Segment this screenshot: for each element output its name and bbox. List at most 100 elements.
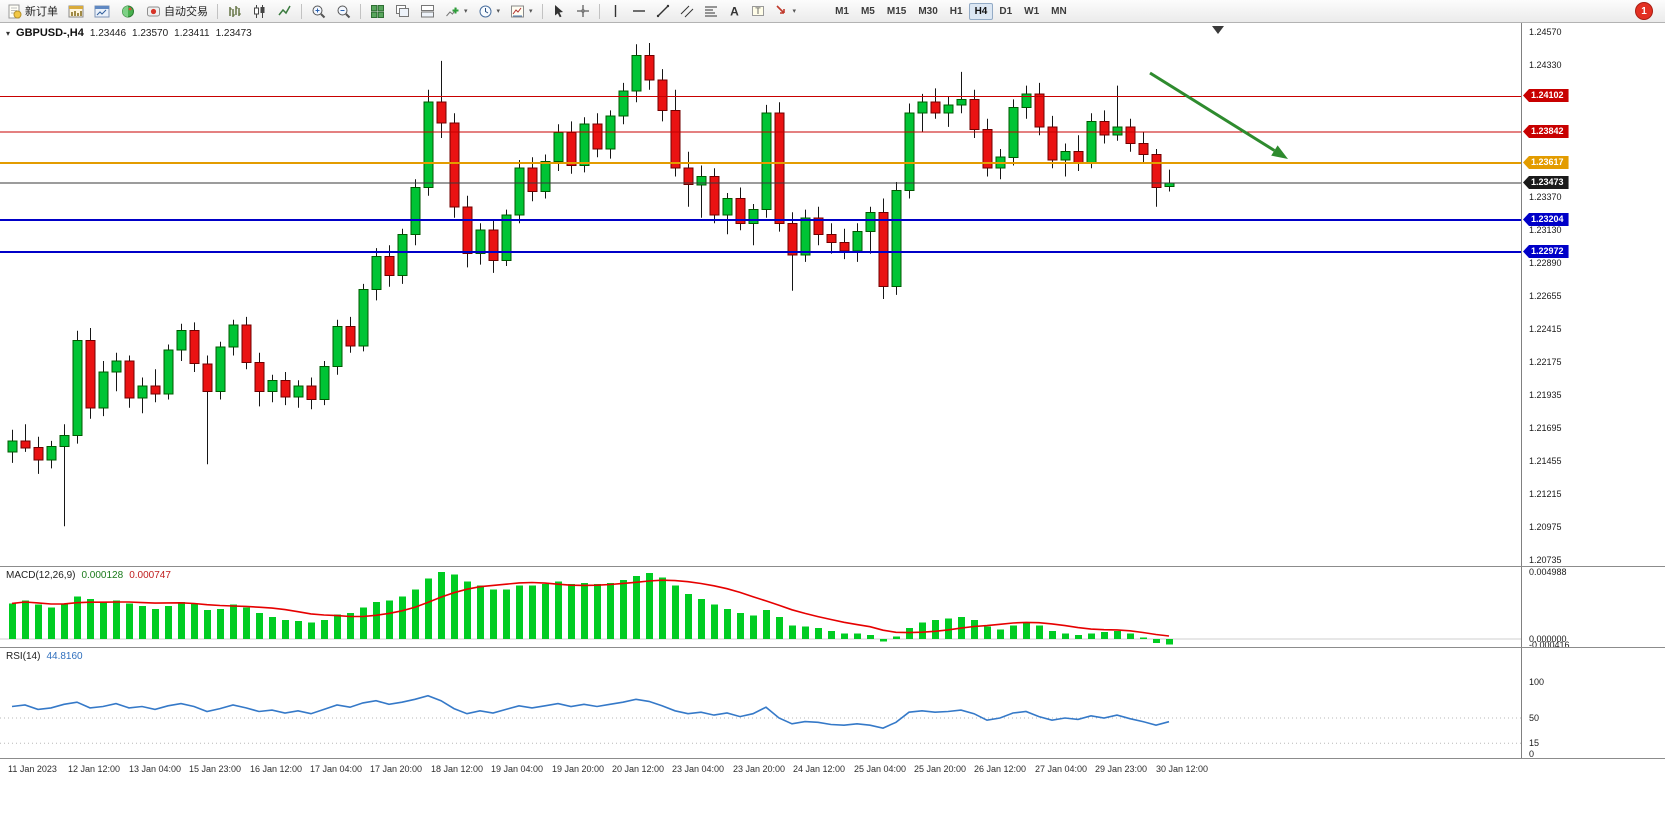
candle-up	[111, 360, 122, 373]
panel-separator[interactable]	[0, 647, 1665, 648]
candle-up	[215, 346, 226, 392]
macd-bar	[22, 600, 29, 639]
timeframe-m15[interactable]: M15	[886, 5, 907, 17]
arrow-object-head[interactable]	[1271, 145, 1288, 159]
horizontal-line-button[interactable]	[628, 1, 650, 21]
candle-up	[1164, 182, 1175, 188]
zoom-in-button[interactable]	[307, 1, 330, 21]
templates-button[interactable]: ▾	[506, 1, 537, 21]
candle-down	[566, 132, 577, 166]
macd-bar	[269, 617, 276, 640]
candlestick-plot[interactable]	[0, 23, 1521, 566]
line-chart-button[interactable]	[273, 1, 296, 21]
rsi-name: RSI(14)	[6, 651, 41, 662]
candle-up	[163, 349, 174, 395]
arrange-windows-button[interactable]	[416, 1, 439, 21]
new-order-button[interactable]: 新订单	[3, 1, 62, 21]
chart-windows-button[interactable]	[64, 1, 88, 21]
candle-up	[176, 330, 187, 351]
macd-bar	[139, 606, 146, 639]
one-click-trading-toggle[interactable]: ▾	[6, 29, 11, 38]
crosshair-icon	[576, 5, 589, 17]
indicator-tick: 50	[1529, 713, 1540, 723]
candle-up	[423, 101, 434, 189]
cascade-windows-button[interactable]	[391, 1, 414, 21]
toolbar-separator	[541, 3, 543, 19]
macd-bar	[243, 607, 250, 640]
panel-separator	[0, 758, 1665, 759]
chevron-down-icon: ▾	[496, 8, 501, 15]
fibonacci-button[interactable]	[700, 1, 722, 21]
macd-bar	[321, 619, 328, 639]
text-button[interactable]: A	[724, 1, 745, 21]
candlestick-chart-button[interactable]	[248, 1, 271, 21]
indicators-button[interactable]: ▾	[441, 1, 472, 21]
toolbar-separator	[598, 3, 600, 19]
horizontal-line-icon	[632, 10, 645, 12]
candle-down	[1138, 143, 1149, 155]
trendline-button[interactable]	[652, 1, 674, 21]
macd-bar	[854, 633, 861, 640]
timeframe-m5[interactable]: M5	[860, 5, 875, 17]
macd-bar	[256, 613, 263, 640]
rsi-plot[interactable]	[0, 648, 1521, 758]
periods-button[interactable]: ▾	[474, 1, 505, 21]
label-button[interactable]: T	[747, 1, 769, 21]
candle-down	[189, 330, 200, 365]
candle-down	[241, 324, 252, 363]
timeframe-m1[interactable]: M1	[835, 5, 849, 17]
macd-bar	[230, 604, 237, 639]
candle-down	[436, 101, 447, 124]
macd-bar	[282, 619, 289, 639]
bar-chart-button[interactable]	[223, 1, 246, 21]
market-watch-button[interactable]	[116, 1, 140, 21]
panel-separator[interactable]	[0, 566, 1665, 567]
cursor-button[interactable]	[548, 1, 570, 21]
macd-bar	[633, 575, 640, 639]
timeframe-m30[interactable]: M30	[918, 5, 938, 17]
new-order-label: 新订单	[25, 6, 58, 18]
candle-up	[72, 339, 83, 436]
price-tick: 1.21695	[1529, 423, 1562, 433]
timeframe-mn[interactable]: MN	[1051, 5, 1067, 17]
price-badge: 1.24102	[1523, 89, 1569, 102]
candle-down	[306, 385, 317, 401]
candle-down	[1034, 93, 1045, 128]
macd-plot[interactable]	[0, 567, 1521, 647]
notification-badge[interactable]: 1	[1635, 2, 1653, 20]
macd-bar	[620, 580, 627, 639]
candle-up	[410, 187, 421, 235]
candle-down	[254, 361, 265, 392]
arrow-object[interactable]	[1149, 71, 1276, 152]
price-tick: 1.24330	[1529, 60, 1562, 70]
arrows-button[interactable]: ▾	[771, 1, 801, 21]
candle-down	[345, 326, 356, 347]
autotrading-button[interactable]: 自动交易	[142, 1, 212, 21]
crosshair-button[interactable]	[572, 1, 594, 21]
zoom-out-button[interactable]	[332, 1, 355, 21]
trendline-icon	[656, 4, 669, 18]
arrow-tool-icon	[775, 5, 785, 14]
vertical-line-button[interactable]	[605, 1, 626, 21]
new-order-icon	[8, 4, 22, 18]
macd-value: 0.000128	[81, 570, 124, 581]
timeframe-d1[interactable]: D1	[999, 5, 1013, 17]
candle-up	[371, 255, 382, 290]
tile-windows-button[interactable]	[366, 1, 389, 21]
chart-shift-marker[interactable]	[1212, 26, 1224, 34]
channel-button[interactable]	[676, 1, 698, 21]
toolbar-separator	[360, 3, 361, 19]
time-label: 26 Jan 12:00	[974, 764, 1027, 774]
candle-down	[787, 222, 798, 256]
timeframe-h4[interactable]: H4	[968, 2, 994, 20]
profiles-button[interactable]	[90, 1, 114, 21]
timeframe-w1[interactable]: W1	[1024, 5, 1040, 17]
time-label: 11 Jan 2023	[8, 764, 57, 774]
macd-bar	[1036, 625, 1043, 639]
timeframe-h1[interactable]: H1	[949, 5, 963, 17]
price-tick: 1.20735	[1529, 555, 1562, 565]
cascade-windows-icon	[396, 4, 409, 17]
rsi-value: 44.8160	[46, 651, 83, 662]
macd-bar	[516, 585, 523, 639]
